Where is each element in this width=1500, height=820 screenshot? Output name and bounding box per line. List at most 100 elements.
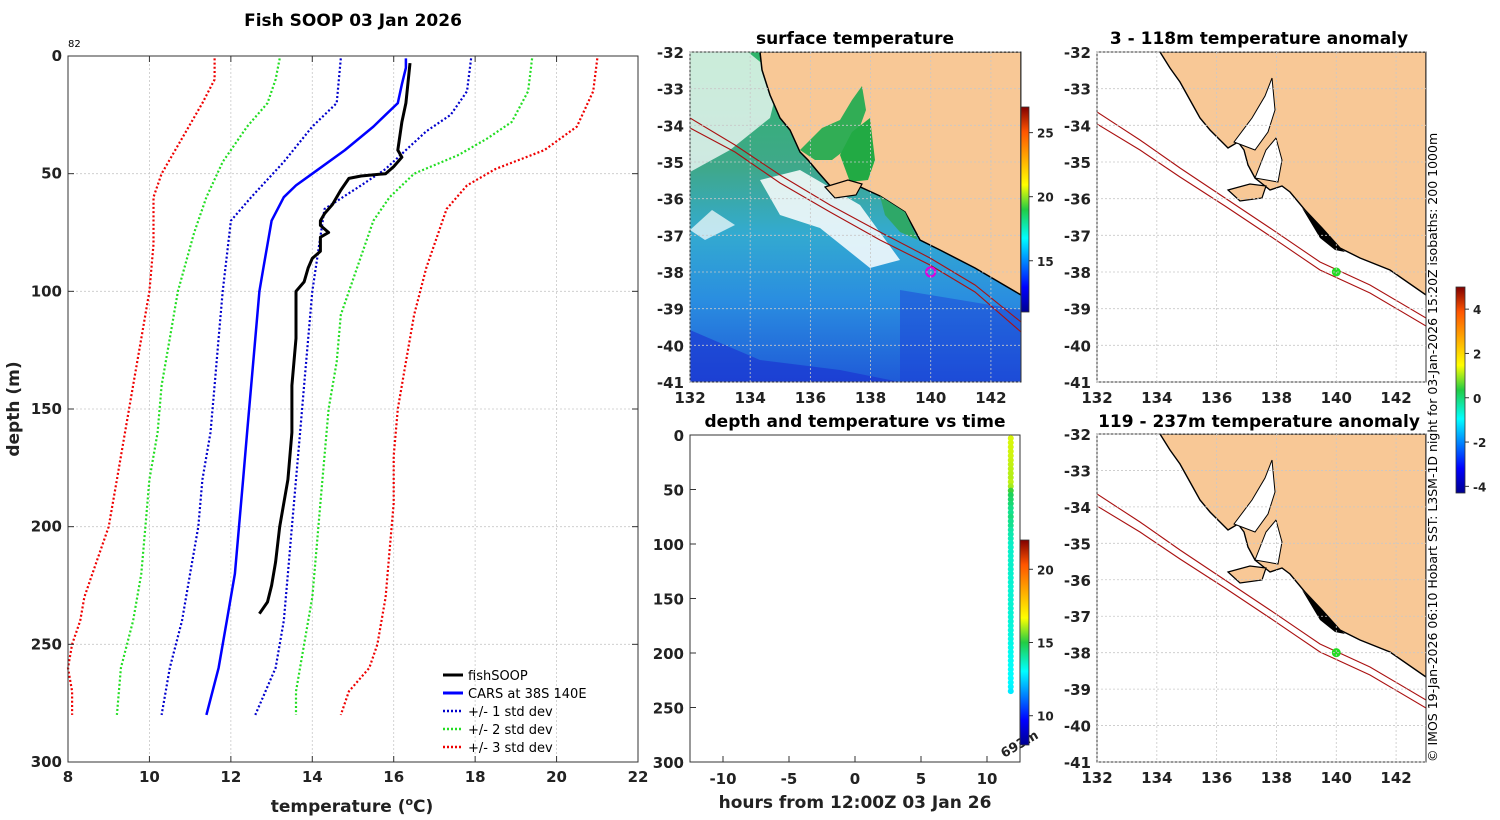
depth-time-point [1007,557,1014,564]
anomaly-lower-ytick-label: -35 [1064,535,1091,553]
anomaly-lower-location-marker [1331,648,1341,658]
profile-series-fishsoop [258,62,412,615]
profile-ytick-label: 50 [41,165,62,183]
anomaly-upper-ytick-label: -33 [1064,81,1091,99]
anomaly-upper-xtick-label: 142 [1380,389,1411,407]
anomaly-lower-xtick-label: 136 [1201,769,1232,787]
profile-ylabel: depth (m) [4,361,24,456]
anomaly-lower-ytick-label: -32 [1064,426,1091,444]
depth-time-colorbar-gradient [1019,539,1030,746]
depth-time-xtick-label: 10 [977,770,998,788]
sst-ticks: 132 134 136 138 140 142 -32 -33 -34 -35 -36 -37 -38 -… [657,44,1021,407]
anomaly-lower-xtick-label: 142 [1380,769,1411,787]
anomaly-lower-gulf [1233,459,1276,533]
sst-gulf-water [840,118,875,182]
depth-time-colorbar-tick-label: 20 [1037,563,1054,577]
depth-time-point [1007,470,1014,477]
anomaly-upper-panel: 3 - 118m temperature anomaly 132 134 136 13… [1064,29,1427,407]
anomaly-upper-ytick-label: -32 [1064,44,1091,62]
depth-time-point [1007,518,1014,525]
anomaly-upper-xtick-label: 140 [1321,389,1352,407]
anomaly-lower-ytick-label: -36 [1064,572,1091,590]
profile-series-2-std-dev [115,58,281,715]
profile-xtick-label: 8 [63,768,73,786]
profile-lines [66,58,599,716]
depth-time-point [1007,683,1014,690]
depth-time-point [1007,535,1014,542]
depth-time-point [1007,570,1014,577]
depth-time-point [1007,640,1014,647]
profile-legend: fishSOOP CARS at 38S 140E +/- 1 std dev +/-… [443,669,587,756]
profile-ytick-label: 200 [31,518,62,536]
anomaly-colorbar-tick-label: 4 [1473,303,1481,317]
anomaly-upper-island [1226,183,1267,202]
depth-time-colorbar-tick-label: 10 [1037,710,1054,724]
depth-time-point [1007,443,1014,450]
profile-xtick-label: 12 [220,768,241,786]
depth-time-point [1007,622,1014,629]
anomaly-lower-ytick-label: -41 [1064,754,1091,772]
sst-colorbar-gradient [1020,106,1030,313]
profile-annotation: 82 [68,39,81,50]
sst-kangaroo-island [823,179,863,199]
sst-xtick-label: 138 [855,389,886,407]
anomaly-lower-ytick-label: -40 [1064,718,1091,736]
anomaly-upper-ytick-label: -39 [1064,301,1091,319]
depth-time-point [1007,509,1014,516]
anomaly-lower-xtick-label: 138 [1261,769,1292,787]
depth-time-point [1007,670,1014,677]
depth-time-point [1007,688,1014,695]
depth-time-point [1007,500,1014,507]
credit-text: © IMOS 19-Jan-2026 06:10 Hobart SST: L3S… [1425,133,1440,762]
profile-series-2-std-dev [294,58,534,715]
profile-ytick-label: 150 [31,400,62,418]
depth-time-xtick-label: -5 [781,770,798,788]
depth-time-panel: depth and temperature vs time -10 -5 0 5 100… [653,412,1054,813]
sst-colorbar-tick-label: 25 [1037,127,1054,141]
depth-time-point [1007,627,1014,634]
depth-time-xlabel: hours from 12:00Z 03 Jan 26 [719,793,992,813]
anomaly-colorbar: -4 -2 0 2 4 [1455,286,1486,494]
depth-time-point [1007,539,1014,546]
anomaly-lower-ytick-label: -39 [1064,681,1091,699]
sst-cloud-mask [760,170,900,268]
depth-time-xtick-label: 0 [850,770,860,788]
legend-label: fishSOOP [468,669,528,684]
sst-ytick-label: -40 [657,337,684,355]
profile-series-cars-at-38s-140e [205,58,408,716]
anomaly-upper-xtick-label: 138 [1261,389,1292,407]
depth-time-point [1007,487,1014,494]
sst-colorbar-tick-label: 15 [1037,255,1054,269]
sst-ytick-label: -33 [657,81,684,99]
sst-xtick-label: 134 [735,389,766,407]
anomaly-upper-title: 3 - 118m temperature anomaly [1110,29,1408,49]
anomaly-lower-ytick-label: -34 [1064,499,1091,517]
sst-map-panel: surface temperature 132 134 136 138 140 142 -3… [657,29,1054,407]
anomaly-upper-ytick-label: -38 [1064,264,1091,282]
sst-cold-water [690,330,900,382]
depth-time-point [1007,544,1014,551]
depth-time-ytick-label: 50 [663,482,684,500]
sst-cloud-mask [690,210,735,240]
anomaly-upper-gulf [1254,136,1283,183]
depth-time-point [1007,483,1014,490]
profile-series-1-std-dev [160,58,342,716]
anomaly-lower-panel: 119 - 237m temperature anomaly 132 134 136… [1064,412,1427,787]
depth-time-point [1007,679,1014,686]
depth-time-points [1007,435,1014,695]
legend-label: +/- 1 std dev [468,705,553,720]
anomaly-lower-title: 119 - 237m temperature anomaly [1098,412,1420,432]
profile-series-3-std-dev [339,58,599,716]
depth-time-point [1007,491,1014,498]
anomaly-colorbar-tick-label: 0 [1473,392,1481,406]
sst-isobaths [690,117,1021,333]
depth-time-point [1007,592,1014,599]
depth-time-point [1007,648,1014,655]
anomaly-lower-ytick-label: -37 [1064,608,1091,626]
sst-ytick-label: -37 [657,227,684,245]
profile-xtick-label: 18 [465,768,486,786]
depth-time-xtick-label: -10 [709,770,736,788]
depth-time-ytick-label: 250 [653,700,684,718]
sst-ytick-label: -36 [657,191,684,209]
